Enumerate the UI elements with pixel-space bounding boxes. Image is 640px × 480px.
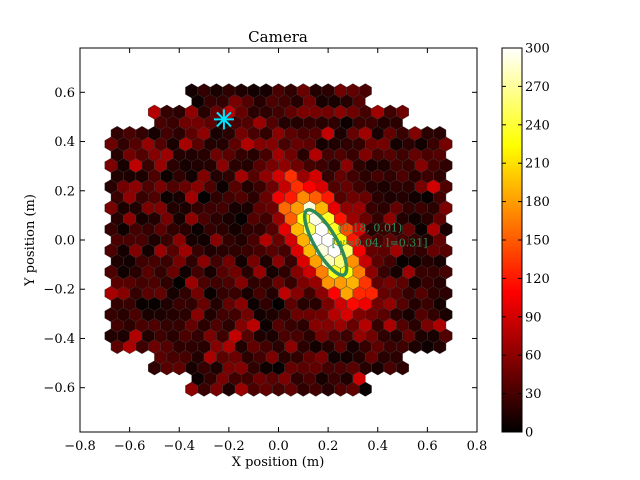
x-tick-label: −0.4 bbox=[163, 439, 195, 454]
overlay: (0.18, 0.01) [w=0.04, l=0.31] bbox=[213, 109, 428, 277]
x-tick-label: 0.8 bbox=[467, 439, 488, 454]
chart-title: Camera bbox=[248, 28, 308, 46]
x-axis: −0.8 −0.6 −0.4 −0.2 0.0 0.2 0.4 0.6 0.8 bbox=[64, 48, 487, 454]
colorbar-tick-label: 270 bbox=[525, 80, 550, 95]
colorbar-tick-label: 120 bbox=[525, 272, 550, 287]
colorbar-tick-label: 300 bbox=[525, 42, 550, 57]
colorbar-tick-label: 90 bbox=[525, 310, 542, 325]
x-tick-label: −0.6 bbox=[114, 439, 146, 454]
y-axis-label: Y position (m) bbox=[23, 194, 38, 287]
y-tick-label: −0.4 bbox=[43, 332, 75, 347]
x-tick-label: 0.6 bbox=[417, 439, 438, 454]
y-tick-label: 0.2 bbox=[54, 184, 75, 199]
camera-pixel bbox=[396, 104, 409, 120]
y-tick-label: 0.4 bbox=[54, 135, 75, 150]
colorbar-tick-label: 0 bbox=[525, 426, 533, 441]
y-tick-label: 0.0 bbox=[54, 234, 75, 249]
y-axis: −0.6 −0.4 −0.2 0.0 0.2 0.4 0.6 bbox=[43, 86, 477, 396]
y-tick-label: −0.6 bbox=[43, 381, 75, 396]
colorbar-tick-label: 180 bbox=[525, 195, 550, 210]
x-tick-label: 0.4 bbox=[367, 439, 388, 454]
pixel-grid bbox=[104, 83, 453, 397]
colorbar-tick-label: 60 bbox=[525, 349, 542, 364]
star-marker bbox=[213, 109, 234, 130]
y-tick-label: 0.6 bbox=[54, 86, 75, 101]
star-marker-stroke bbox=[216, 111, 232, 128]
colorbar-tick-label: 30 bbox=[525, 387, 542, 402]
camera-pixel bbox=[433, 126, 447, 141]
ellipse-center-annotation: (0.18, 0.01) bbox=[338, 221, 403, 234]
colorbar-tick-label: 150 bbox=[525, 234, 550, 249]
y-tick-label: −0.2 bbox=[43, 283, 75, 298]
hillas-ellipse bbox=[302, 207, 349, 277]
colorbar: 0 30 60 90 120 150 180 210 240 270 300 bbox=[501, 42, 550, 441]
plot-area: (0.18, 0.01)[w=0.04, l=0.31] −0.8 −0.6 −0.… bbox=[43, 47, 487, 454]
x-tick-label: 0.0 bbox=[268, 439, 289, 454]
x-tick-label: 0.2 bbox=[318, 439, 339, 454]
colorbar-tick-label: 240 bbox=[525, 118, 550, 133]
x-tick-label: −0.8 bbox=[64, 439, 96, 454]
x-axis-label: X position (m) bbox=[232, 455, 325, 470]
camera-pixel bbox=[358, 83, 372, 99]
colorbar-ticks: 0 30 60 90 120 150 180 210 240 270 300 bbox=[502, 42, 550, 441]
ellipse-size-annotation: [w=0.04, l=0.31] bbox=[332, 236, 428, 249]
colorbar-tick-label: 210 bbox=[525, 157, 550, 172]
x-tick-label: −0.2 bbox=[213, 439, 245, 454]
